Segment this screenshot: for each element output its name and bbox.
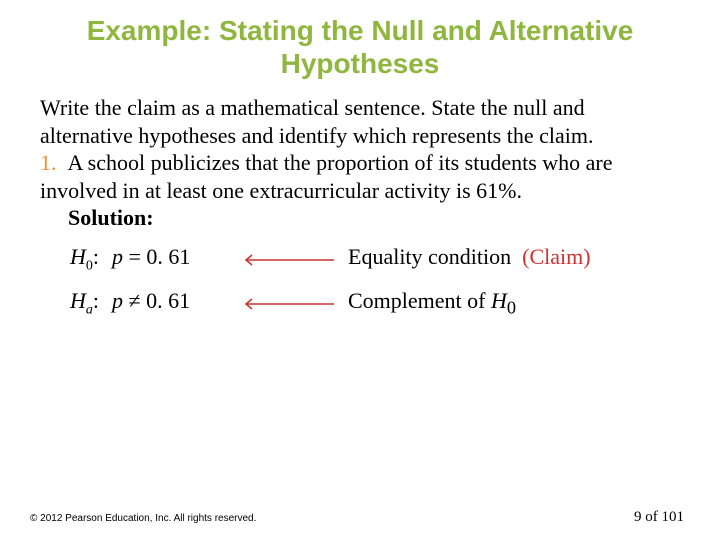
ha-op: ≠ xyxy=(129,288,141,313)
h0-annot-text: Equality condition xyxy=(348,244,511,269)
arrow-icon xyxy=(240,298,340,310)
slide: Example: Stating the Null and Alternativ… xyxy=(0,0,720,540)
ha-subscript: a xyxy=(86,302,93,317)
ha-val: 0. 61 xyxy=(146,288,190,313)
copyright-text: © 2012 Pearson Education, Inc. All right… xyxy=(30,513,256,524)
hypothesis-row-ha: Ha: p ≠ 0. 61 Complement of H0 xyxy=(70,282,720,326)
solution-label: Solution: xyxy=(40,204,680,232)
page-total: 101 xyxy=(662,509,685,525)
intro-text: Write the claim as a mathematical senten… xyxy=(40,95,593,148)
h0-subscript: 0 xyxy=(86,258,93,273)
item-text: A school publicizes that the proportion … xyxy=(40,150,613,203)
list-number: 1. xyxy=(40,150,57,175)
h0-symbol: H0: xyxy=(70,244,99,274)
arrow-icon xyxy=(240,254,340,266)
h0-val: 0. 61 xyxy=(146,244,190,269)
ha-annot-sub: 0 xyxy=(507,297,516,317)
ha-annot-h: H xyxy=(491,288,507,313)
h0-op: = xyxy=(129,244,141,269)
h0-letter: H xyxy=(70,244,86,269)
ha-annot-prefix: Complement of xyxy=(348,288,491,313)
ha-annotation: Complement of H0 xyxy=(348,288,516,318)
hypothesis-row-h0: H0: p = 0. 61 Equality condition (Claim) xyxy=(70,238,720,282)
slide-title: Example: Stating the Null and Alternativ… xyxy=(0,0,720,88)
body-text: Write the claim as a mathematical senten… xyxy=(0,88,720,232)
h0-annotation: Equality condition (Claim) xyxy=(348,244,591,270)
page-number: 9 of 101 xyxy=(634,509,684,526)
ha-var: p xyxy=(112,288,123,313)
ha-letter: H xyxy=(70,288,86,313)
page-of: of xyxy=(645,509,658,525)
ha-expression: p ≠ 0. 61 xyxy=(112,288,190,314)
page-current: 9 xyxy=(634,509,642,525)
h0-expression: p = 0. 61 xyxy=(112,244,190,270)
claim-label: (Claim) xyxy=(522,244,590,269)
h0-var: p xyxy=(112,244,123,269)
ha-symbol: Ha: xyxy=(70,288,99,318)
